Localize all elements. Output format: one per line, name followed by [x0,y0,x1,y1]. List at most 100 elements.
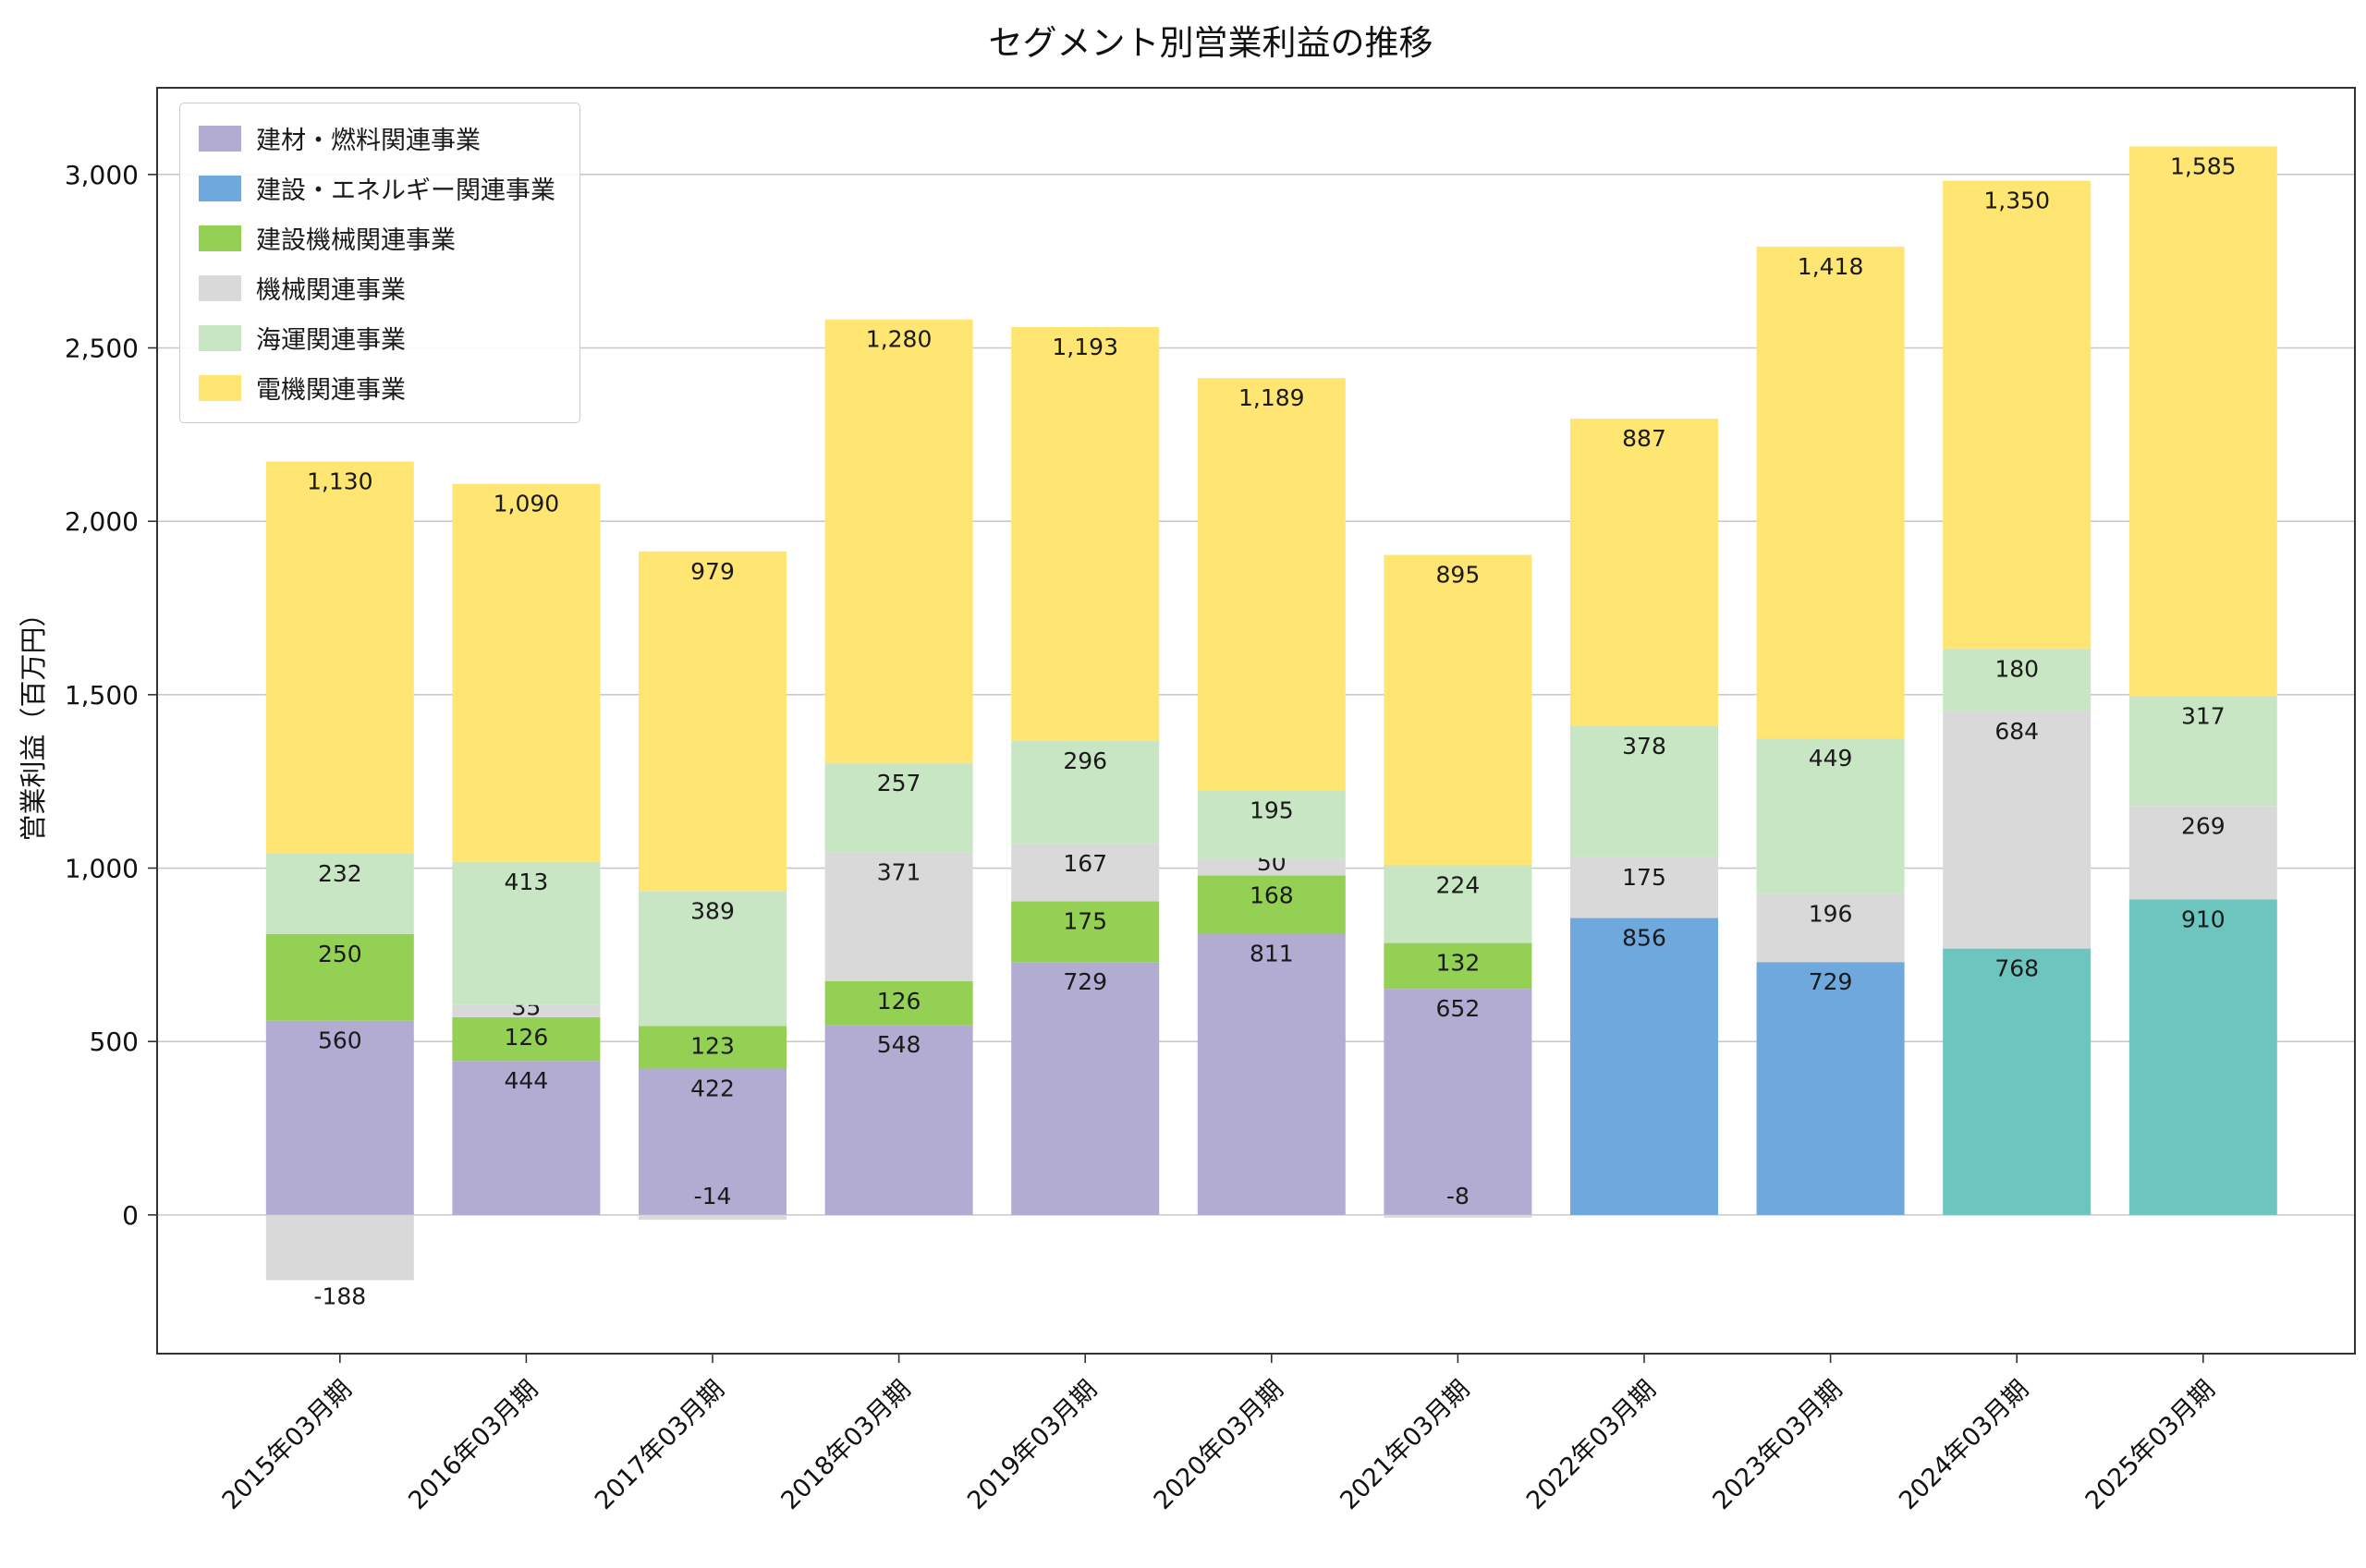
bar-segment [1384,1214,1532,1218]
bar-segment [1943,711,2092,949]
bar-value-label: 232 [318,860,362,887]
bar-value-label: 444 [505,1067,549,1094]
x-tick-label: 2015年03月期 [217,1375,358,1515]
bar-value-label: 729 [1063,968,1107,995]
bar-segment [1011,901,1160,963]
bar-segment [639,1026,787,1069]
bar-value-label: 895 [1436,562,1481,589]
bar-value-label: 126 [877,988,921,1015]
bar-segment [2128,696,2277,807]
bar-segment [452,483,601,862]
bar-segment [265,853,414,934]
y-tick-label: 2,500 [65,334,139,364]
bar-value-label: 413 [505,869,549,895]
bar-value-label: 1,585 [2170,152,2237,179]
bar-value-label: 1,193 [1052,334,1118,360]
bar-value-label: 371 [877,859,921,886]
bar-segment [1011,740,1160,844]
bar-value-label: 811 [1250,940,1294,966]
x-tick-label: 2019年03月期 [962,1375,1103,1515]
bar-segment [2128,146,2277,697]
x-tick-label: 2018年03月期 [775,1375,916,1515]
x-tick-label: 2024年03月期 [1894,1375,2034,1515]
bar-value-label: 887 [1622,425,1666,452]
bar-segment [1756,962,1905,1215]
bar-value-label: 167 [1063,850,1107,877]
bar-value-label: 132 [1436,950,1481,977]
bar-value-label: 1,350 [1983,188,2050,214]
bar-segment [1197,875,1346,934]
bar-segment [2128,806,2277,900]
bar-segment [1943,180,2092,650]
bar-segment [1570,726,1718,857]
bar-value-label: 123 [690,1032,735,1059]
bar-segment [824,980,973,1026]
bar-value-label: 195 [1250,796,1294,823]
bar-segment [265,933,414,1021]
legend-item-label: 機械関連事業 [256,276,406,305]
bar-segment [639,1068,787,1215]
bar-segment [452,1061,601,1215]
legend-color-swatch-icon [199,324,241,351]
chart-title: セグメント別営業利益の推移 [988,23,1433,63]
bar-value-label: 1,189 [1238,384,1305,411]
legend-color-swatch-icon [199,274,241,301]
y-tick-label: 500 [90,1027,139,1057]
plot-frame [156,87,2356,1355]
bar-segment [265,1214,414,1281]
bar-value-label: 449 [1809,745,1853,772]
bar-value-label: 257 [877,770,921,796]
bar-segment [452,1004,601,1017]
bar-segment [1570,918,1718,1215]
bar-value-label: 1,090 [494,491,560,517]
bar-value-label: 269 [2181,812,2226,839]
legend-item: 電機関連事業 [199,370,555,406]
bar-segment [824,763,973,853]
bar-value-label: -8 [1446,1183,1470,1209]
bar-value-label: 1,418 [1798,253,1864,280]
bar-value-label: 296 [1063,748,1107,774]
bar-value-label: 175 [1063,908,1107,935]
bar-segment [1384,865,1532,943]
bar-value-label: 168 [1250,881,1294,908]
bar-value-label: 910 [2181,906,2226,932]
x-tick-label: 2020年03月期 [1149,1375,1289,1515]
bar-value-label: 684 [1994,718,2039,745]
legend-item-label: 電機関連事業 [256,376,406,405]
bar-value-label: 126 [505,1024,549,1051]
legend-item-label: 建材・燃料関連事業 [256,127,481,155]
legend-item: 海運関連事業 [199,320,555,356]
bar-segment [452,861,601,1005]
bar-value-label: 180 [1994,655,2039,682]
bar-segment [824,852,973,981]
bar-segment [1943,649,2092,711]
bar-value-label: 1,130 [307,468,373,495]
bar-segment [452,1016,601,1062]
bar-segment [1197,790,1346,858]
bar-segment [1384,554,1532,866]
x-tick-label: 2022年03月期 [1521,1375,1662,1515]
y-tick-label: 0 [122,1200,139,1231]
bar-segment [1570,419,1718,727]
legend-item-label: 海運関連事業 [256,326,406,355]
bar-value-label: 317 [2181,702,2226,729]
bar-segment [639,1214,787,1221]
legend-color-swatch-icon [199,125,241,152]
legend-item: 機械関連事業 [199,270,555,306]
bar-segment [2128,899,2277,1215]
bar-segment [265,1020,414,1215]
bar-segment [1197,933,1346,1215]
bar-segment [1756,246,1905,739]
legend-color-swatch-icon [199,175,241,201]
x-tick-label: 2016年03月期 [403,1375,543,1515]
bar-segment [824,1025,973,1215]
bar-value-label: 378 [1622,733,1666,760]
bar-segment [1756,893,1905,963]
bar-value-label: 1,280 [866,326,933,353]
legend-item: 建材・燃料関連事業 [199,120,555,156]
bar-value-label: -188 [313,1282,366,1309]
bar-value-label: 768 [1994,955,2039,982]
bar-segment [1943,948,2092,1215]
bar-value-label: 389 [690,897,735,924]
